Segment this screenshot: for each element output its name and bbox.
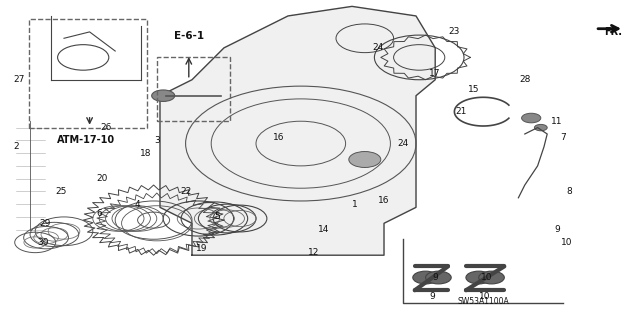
Text: 24: 24	[372, 43, 383, 52]
Text: 27: 27	[13, 75, 25, 84]
Text: 9: 9	[433, 273, 438, 282]
Text: 9: 9	[429, 292, 435, 301]
Circle shape	[426, 271, 451, 284]
Text: 26: 26	[100, 123, 111, 132]
Text: 2: 2	[13, 142, 19, 151]
Text: 6: 6	[97, 209, 102, 218]
Circle shape	[466, 271, 492, 284]
Text: 1: 1	[353, 200, 358, 209]
Text: 20: 20	[97, 174, 108, 183]
Circle shape	[413, 271, 438, 284]
Text: 3: 3	[154, 136, 159, 145]
Text: 16: 16	[378, 197, 390, 205]
Text: 14: 14	[317, 225, 329, 234]
Text: E-6-1: E-6-1	[173, 32, 204, 41]
Text: 5: 5	[215, 212, 220, 221]
Text: 17: 17	[429, 69, 441, 78]
Text: 10: 10	[479, 292, 490, 301]
Text: 7: 7	[561, 133, 566, 142]
Text: 19: 19	[196, 244, 207, 253]
Circle shape	[479, 271, 504, 284]
Text: 12: 12	[308, 248, 319, 256]
Text: 25: 25	[55, 187, 67, 196]
Text: ATM-17-10: ATM-17-10	[58, 135, 115, 145]
Polygon shape	[160, 6, 435, 255]
Text: FR.: FR.	[604, 27, 622, 37]
Text: 9: 9	[554, 225, 559, 234]
Text: 18: 18	[140, 149, 152, 158]
Text: 22: 22	[180, 187, 191, 196]
Circle shape	[349, 152, 381, 167]
Text: 30: 30	[37, 238, 49, 247]
Text: 24: 24	[397, 139, 409, 148]
Text: 29: 29	[39, 219, 51, 228]
Text: 10: 10	[561, 238, 572, 247]
Text: 8: 8	[567, 187, 572, 196]
Text: 15: 15	[468, 85, 479, 94]
Circle shape	[522, 113, 541, 123]
Text: 28: 28	[519, 75, 531, 84]
Text: 23: 23	[449, 27, 460, 36]
Text: 21: 21	[455, 107, 467, 116]
Text: 10: 10	[481, 273, 492, 282]
Circle shape	[152, 90, 175, 101]
Circle shape	[534, 124, 547, 131]
Text: SW53A1100A: SW53A1100A	[458, 297, 509, 306]
Text: 4: 4	[135, 200, 140, 209]
Text: 11: 11	[551, 117, 563, 126]
Text: 16: 16	[273, 133, 284, 142]
